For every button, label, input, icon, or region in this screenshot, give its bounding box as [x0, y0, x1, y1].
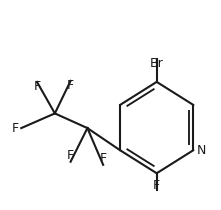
Text: N: N [197, 144, 207, 157]
Text: F: F [33, 80, 41, 93]
Text: Br: Br [150, 57, 164, 70]
Text: F: F [100, 152, 107, 165]
Text: F: F [12, 122, 19, 135]
Text: F: F [153, 179, 160, 192]
Text: F: F [67, 79, 74, 92]
Text: F: F [67, 149, 74, 162]
